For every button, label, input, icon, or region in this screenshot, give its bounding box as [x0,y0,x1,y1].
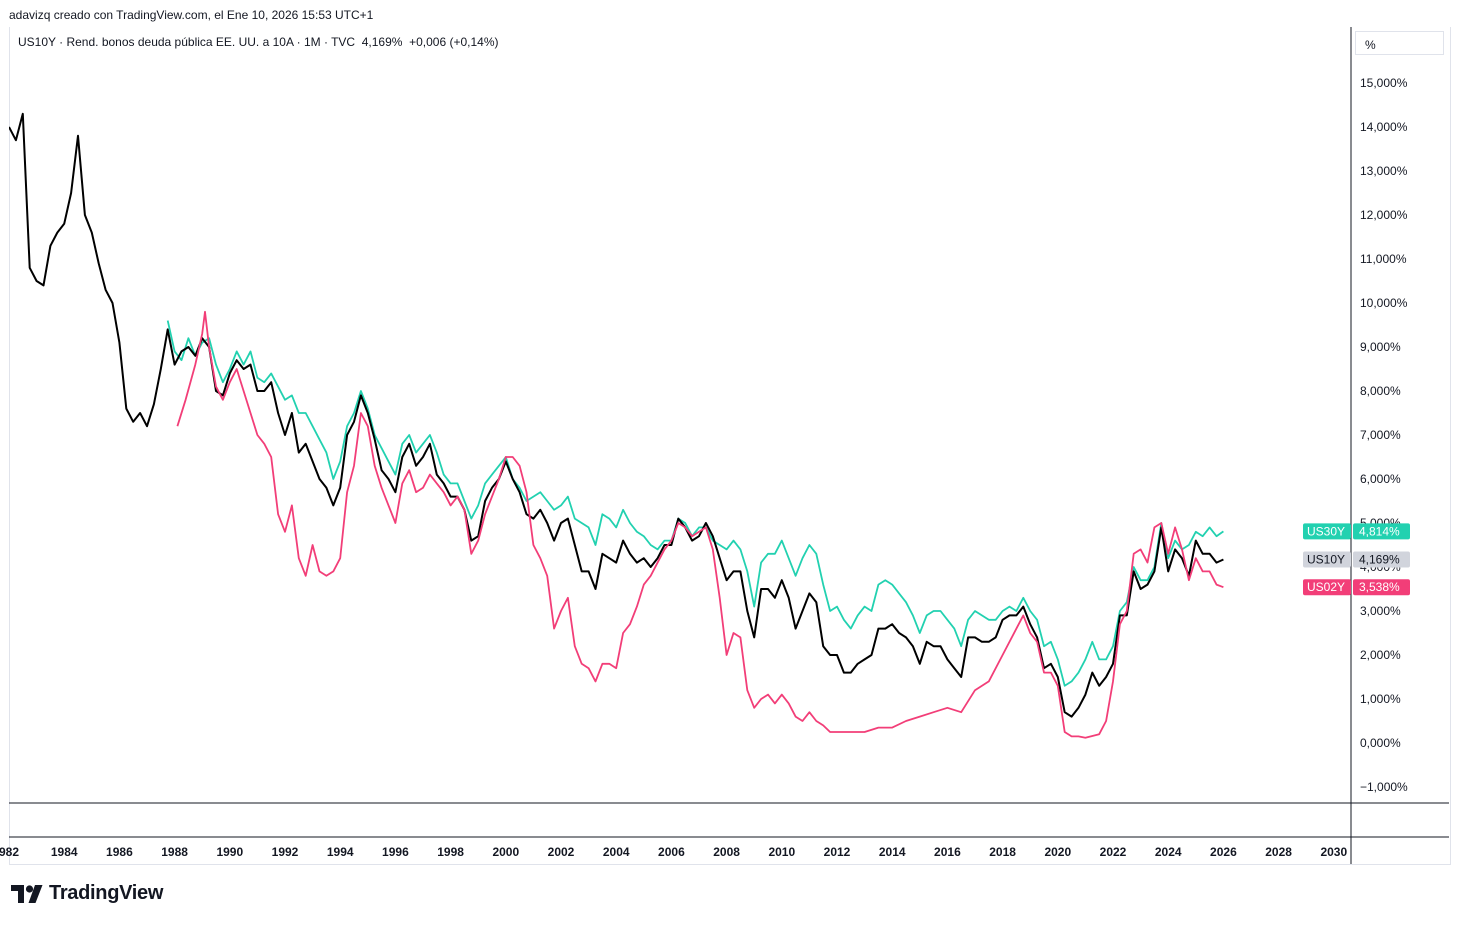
x-tick-label: 2014 [879,845,906,859]
x-tick-label: 2022 [1100,845,1127,859]
y-tick-label: 15,000% [1360,76,1408,90]
y-tick-label: 10,000% [1360,296,1408,310]
y-tick-label: 9,000% [1360,340,1401,354]
chart-frame [9,27,1451,865]
last-value-badge-us30y: US30Y 4,814% [1303,523,1410,540]
y-tick-label: 13,000% [1360,164,1408,178]
badge-series-name: US02Y [1307,580,1345,594]
plot-lines [9,112,1224,739]
last-value-badges: US30Y 4,814% US10Y 4,169% US02Y 3,538% [1303,523,1410,596]
y-tick-label: 0,000% [1360,736,1401,750]
x-tick-label: 1986 [106,845,133,859]
x-tick-label: 2012 [824,845,851,859]
last-value-badge-us10y: US10Y 4,169% [1303,551,1410,568]
x-tick-label: 2010 [768,845,795,859]
y-tick-label: 1,000% [1360,692,1401,706]
brand-name: TradingView [49,882,164,904]
x-tick-label: 1984 [51,845,78,859]
y-tick-label: −1,000% [1360,780,1408,794]
x-tick-label: 2028 [1265,845,1292,859]
x-tick-label: 1992 [272,845,299,859]
x-tick-label: 2024 [1155,845,1182,859]
x-tick-label: 1988 [161,845,188,859]
x-tick-label: 2026 [1210,845,1237,859]
x-tick-label: 982 [0,845,19,859]
y-tick-label: 3,000% [1360,604,1401,618]
badge-value: 4,814% [1359,524,1400,538]
x-tick-label: 1994 [327,845,354,859]
x-tick-label: 2008 [713,845,740,859]
badge-value: 3,538% [1359,580,1400,594]
series-line-us30y[interactable] [166,320,1224,687]
x-tick-label: 2004 [603,845,630,859]
x-tick-label: 2002 [548,845,575,859]
x-tick-label: 2016 [934,845,961,859]
x-tick-label: 2030 [1320,845,1347,859]
x-tick-label: 1996 [382,845,409,859]
series-line-us10y[interactable] [9,112,1224,718]
y-tick-label: 7,000% [1360,428,1401,442]
badge-series-name: US10Y [1307,553,1345,567]
y-tick-label: 14,000% [1360,120,1408,134]
brand: TradingView [11,882,163,905]
x-tick-label: 2018 [989,845,1016,859]
y-tick-label: 11,000% [1360,252,1407,266]
x-tick-label: 2000 [492,845,519,859]
x-tick-label: 1998 [437,845,464,859]
x-tick-label: 2020 [1044,845,1071,859]
price-scale-unit-button[interactable]: % [1355,31,1444,55]
x-tick-label: 2006 [658,845,685,859]
last-value-badge-us02y: US02Y 3,538% [1303,579,1410,596]
y-tick-label: 6,000% [1360,472,1401,486]
x-tick-label: 1990 [216,845,243,859]
y-tick-label: 2,000% [1360,648,1401,662]
badge-series-name: US30Y [1307,524,1345,538]
time-axis: 982 1984 1986 1988 1990 1992 1994 1996 1998 2000 2… [0,845,1347,859]
snapshot-caption: adavizq creado con TradingView.com, el E… [9,8,374,22]
price-axis: −1,000%0,000%1,000%2,000%3,000%4,000%5,0… [1360,76,1408,794]
y-tick-label: 8,000% [1360,384,1401,398]
y-tick-label: 12,000% [1360,208,1408,222]
symbol-legend[interactable]: US10Y · Rend. bonos deuda pública EE. UU… [18,35,499,49]
tradingview-logo-icon [11,884,43,903]
series-line-us02y[interactable] [176,310,1224,739]
badge-value: 4,169% [1359,553,1400,567]
